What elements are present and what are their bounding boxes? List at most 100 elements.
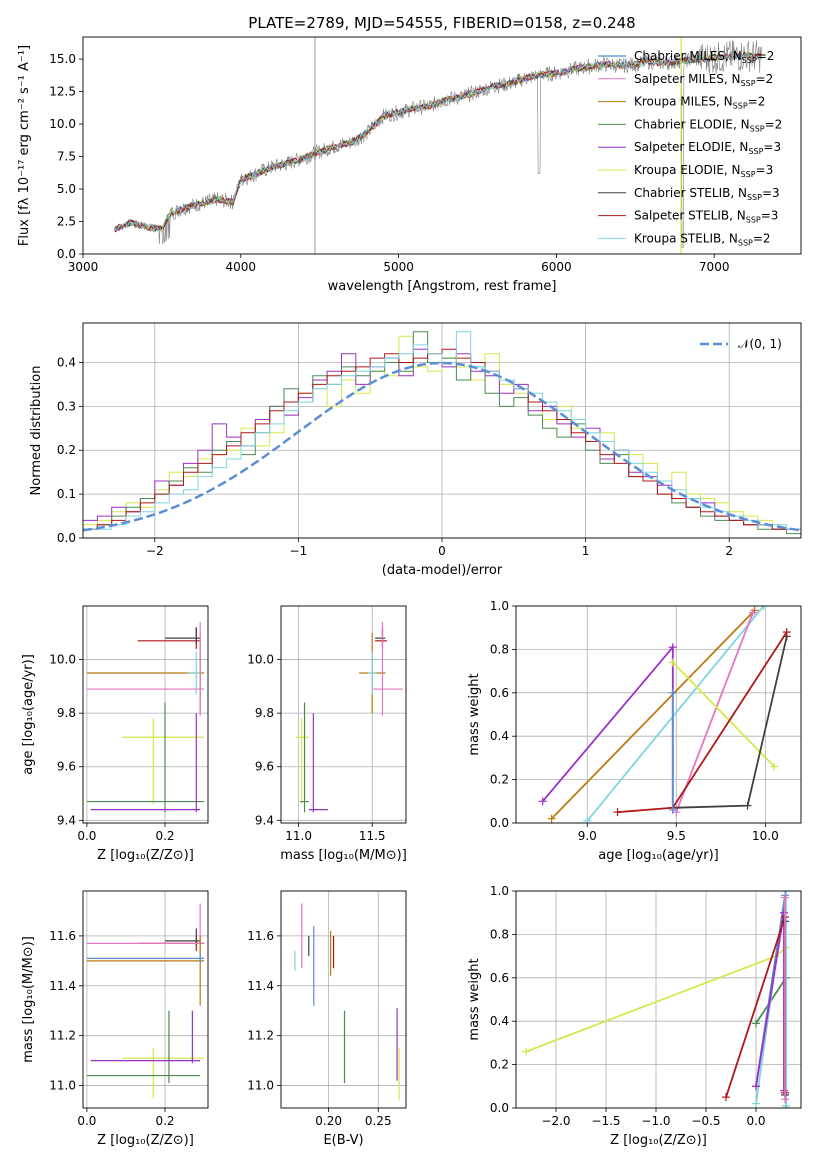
plus-marker — [752, 1099, 760, 1108]
legend-entry: Salpeter STELIB, NSSP=3 — [634, 209, 778, 225]
model-spectrum-9 — [114, 51, 762, 233]
x-tick-label: 0 — [438, 544, 446, 558]
errorbar-point-4 — [372, 622, 404, 716]
axes-frame — [280, 605, 407, 824]
grid — [83, 891, 208, 1108]
plus-marker — [743, 801, 752, 810]
y-tick-label: 0.3 — [57, 399, 76, 413]
residual-histogram-panel: −2 −1 0 1 2 0.0 0.1 0.2 0.3 0.4 (data-model)/error… — [29, 322, 802, 578]
x-tick-label: 0.2 — [155, 829, 174, 843]
y-tick-label: 0.4 — [490, 729, 509, 743]
age-vs-mass-panel: 11.0 11.5 9.4 9.6 9.8 10.0 mass [log₁₀(M/M⊙)] — [247, 605, 407, 863]
errorbar-point-7 — [86, 702, 205, 813]
y-tick-label: 11.4 — [247, 979, 274, 993]
grid — [281, 891, 406, 1108]
plus-marker — [668, 805, 677, 814]
plus-marker — [781, 893, 789, 902]
legend-entry: Kroupa MILES, NSSP=2 — [634, 95, 765, 111]
y-axis-label: age [log₁₀(age/yr)] — [21, 654, 36, 775]
weight-series-4 — [675, 612, 754, 813]
errorbar-point-5 — [367, 651, 377, 695]
plus-marker — [752, 1082, 760, 1091]
x-axis-label: Z [log₁₀(Z/Z⊙)] — [610, 1133, 707, 1148]
y-tick-label: 0.8 — [490, 927, 509, 941]
y-tick-label: 0.8 — [490, 642, 509, 656]
y-tick-label: 0.0 — [490, 816, 509, 830]
model-spectrum-7 — [114, 51, 762, 233]
y-axis-label: Flux [fλ 10⁻¹⁷ erg cm⁻² s⁻¹ A⁻¹] — [17, 45, 32, 246]
y-tick-label: 11.2 — [49, 1029, 76, 1043]
legend-entry: Chabrier ELODIE, NSSP=2 — [634, 117, 782, 133]
plot-area — [83, 331, 801, 535]
y-axis-label: Normed distribution — [29, 366, 44, 496]
age-vs-metallicity-panel: 0.0 0.2 9.4 9.6 9.8 10.0 Z [log₁₀(Z/Z⊙)] age [l… — [21, 605, 209, 863]
plot-area — [86, 903, 205, 1099]
x-tick-label: 0.0 — [746, 1114, 765, 1128]
axes: 0.20 0.25 11.0 11.2 11.4 11.6 E(B-V) — [247, 890, 407, 1148]
plot-area — [538, 606, 791, 823]
errorbar-point-8 — [90, 1010, 201, 1064]
y-tick-label: 15.0 — [49, 52, 76, 66]
y-tick-label: 9.8 — [255, 706, 274, 720]
errorbar-point-5 — [86, 953, 205, 964]
chart-title: PLATE=2789, MJD=54555, FIBERID=0158, z=0… — [248, 14, 635, 32]
y-tick-label: 9.6 — [57, 760, 76, 774]
y-tick-label: 0.6 — [490, 971, 509, 985]
plus-marker — [522, 1047, 530, 1056]
x-tick-label: −1 — [290, 544, 308, 558]
x-tick-label: 0.25 — [365, 1114, 392, 1128]
plus-marker — [538, 797, 547, 806]
plus-marker — [759, 606, 768, 610]
x-axis-label: E(B-V) — [323, 1133, 363, 1148]
plot-area — [294, 903, 400, 1101]
y-tick-label: 10.0 — [247, 653, 274, 667]
y-axis-label: mass weight — [467, 673, 482, 755]
y-tick-label: 11.6 — [49, 929, 76, 943]
axes-frame — [515, 890, 802, 1109]
plus-marker — [722, 1093, 730, 1102]
errorbar-point-7 — [300, 702, 309, 813]
x-tick-label: 11.0 — [285, 829, 312, 843]
x-tick-label: 0.2 — [155, 1114, 174, 1128]
axes-frame — [82, 36, 802, 255]
axes-frame — [82, 890, 209, 1109]
x-tick-label: 2 — [725, 544, 733, 558]
y-tick-label: 11.2 — [247, 1029, 274, 1043]
x-tick-label: 10.0 — [752, 829, 779, 843]
legend-entry: Salpeter MILES, NSSP=2 — [634, 72, 773, 88]
y-tick-label: 1.0 — [490, 599, 509, 613]
y-tick-label: 11.0 — [247, 1079, 274, 1093]
axes: −2.0 −1.5 −1.0 −0.5 0.0 0.0 0.2 0.4 0.6 0.8 1.0 Z [… — [467, 884, 802, 1148]
y-tick-label: 11.4 — [49, 979, 76, 993]
x-tick-label: 1 — [582, 544, 590, 558]
y-tick-label: 0.0 — [57, 247, 76, 261]
x-tick-label: 11.5 — [359, 829, 386, 843]
plus-marker — [770, 762, 779, 771]
x-axis-label: age [log₁₀(age/yr)] — [598, 848, 719, 863]
plot-area — [522, 891, 790, 1108]
y-axis-label: mass [log₁₀(M/M⊙)] — [21, 936, 36, 1063]
errorbar-point-7 — [86, 1010, 201, 1084]
x-tick-label: 7000 — [699, 260, 730, 274]
gaussian-curve — [83, 361, 801, 532]
x-tick-label: 3000 — [68, 260, 99, 274]
plus-marker — [668, 643, 677, 652]
plus-marker — [668, 658, 677, 667]
y-tick-label: 11.0 — [49, 1079, 76, 1093]
axes-frame — [82, 605, 209, 824]
plus-marker — [752, 1019, 760, 1028]
x-axis-label: mass [log₁₀(M/M⊙)] — [280, 848, 407, 863]
weight-series-3 — [755, 891, 787, 1106]
axes: 0.0 0.2 11.0 11.2 11.4 11.6 Z [log₁₀(Z/Z⊙)] mas… — [21, 890, 209, 1148]
errorbar-point-4 — [86, 935, 205, 1006]
x-axis-label: wavelength [Angstrom, rest frame] — [328, 279, 557, 294]
x-tick-label: 9.0 — [578, 829, 597, 843]
y-tick-label: 7.5 — [57, 150, 76, 164]
plot-area — [295, 622, 404, 813]
x-tick-label: 0.0 — [77, 1114, 96, 1128]
weight-series-3 — [586, 606, 765, 822]
axes: 11.0 11.5 9.4 9.6 9.8 10.0 mass [log₁₀(M/M⊙)] — [247, 605, 407, 863]
y-tick-label: 2.5 — [57, 215, 76, 229]
errorbar-point-4 — [86, 622, 205, 716]
